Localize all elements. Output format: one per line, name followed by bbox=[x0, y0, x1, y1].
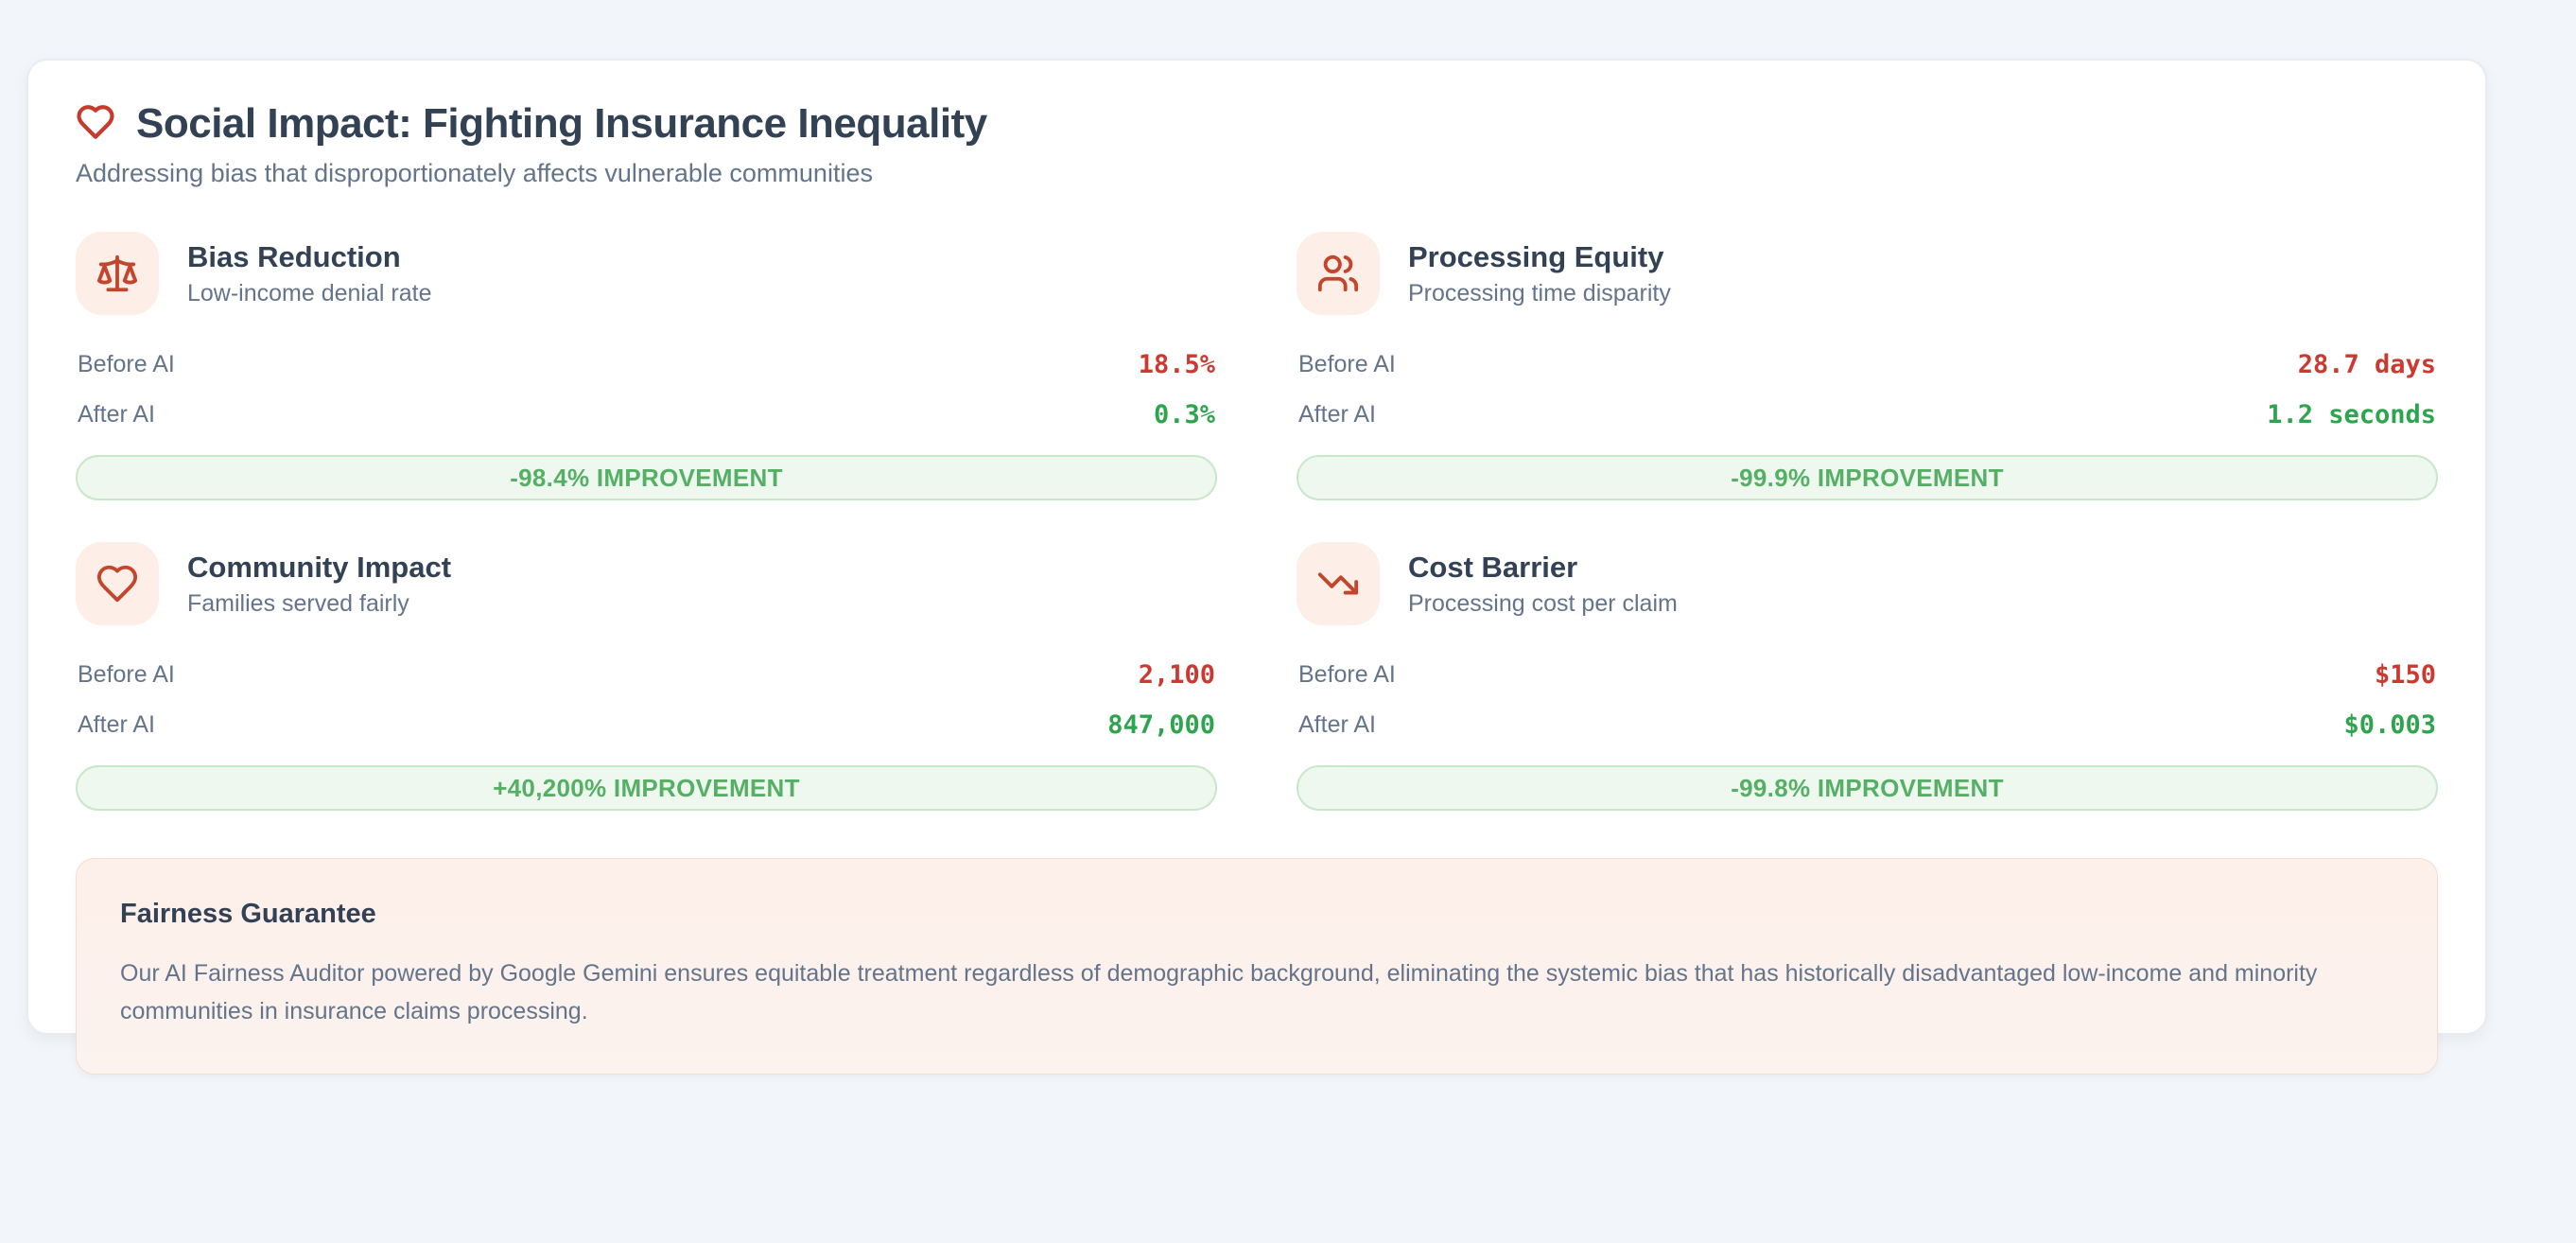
metric-card-community-impact: Community Impact Families served fairly … bbox=[76, 542, 1217, 811]
before-value: 28.7 days bbox=[2297, 350, 2436, 379]
after-row: After AI 0.3% bbox=[76, 390, 1217, 440]
before-value: 2,100 bbox=[1138, 660, 1215, 690]
before-label: Before AI bbox=[1298, 661, 1396, 688]
after-row: After AI 847,000 bbox=[76, 700, 1217, 750]
before-value: 18.5% bbox=[1138, 350, 1215, 379]
metric-subtitle: Families served fairly bbox=[187, 590, 409, 618]
after-label: After AI bbox=[78, 711, 155, 738]
metric-subtitle: Processing cost per claim bbox=[1408, 590, 1678, 618]
metric-titles: Processing Equity Processing time dispar… bbox=[1408, 239, 1671, 307]
metric-subtitle: Processing time disparity bbox=[1408, 280, 1671, 307]
before-row: Before AI 28.7 days bbox=[1297, 340, 2438, 390]
after-label: After AI bbox=[1298, 401, 1376, 428]
users-icon bbox=[1297, 232, 1380, 315]
page-subtitle: Addressing bias that disproportionately … bbox=[76, 159, 873, 187]
before-label: Before AI bbox=[78, 661, 175, 688]
fairness-guarantee-box: Fairness Guarantee Our AI Fairness Audit… bbox=[76, 858, 2438, 1075]
before-value: $150 bbox=[2374, 660, 2436, 690]
metric-title: Cost Barrier bbox=[1408, 550, 1578, 584]
page-header: Social Impact: Fighting Insurance Inequa… bbox=[76, 100, 2438, 148]
after-value: 847,000 bbox=[1107, 710, 1215, 740]
before-row: Before AI 18.5% bbox=[76, 340, 1217, 390]
before-label: Before AI bbox=[78, 351, 175, 377]
metric-titles: Cost Barrier Processing cost per claim bbox=[1408, 550, 1678, 618]
after-label: After AI bbox=[1298, 711, 1376, 738]
social-impact-panel: Social Impact: Fighting Insurance Inequa… bbox=[26, 59, 2487, 1075]
after-label: After AI bbox=[78, 401, 155, 428]
scale-icon bbox=[76, 232, 159, 315]
after-value: 0.3% bbox=[1153, 400, 1215, 429]
improvement-badge: -99.9% IMPROVEMENT bbox=[1297, 455, 2438, 500]
trending-down-icon bbox=[1297, 542, 1380, 625]
improvement-badge: -98.4% IMPROVEMENT bbox=[76, 455, 1217, 500]
after-value: $0.003 bbox=[2343, 710, 2436, 740]
fairness-title: Fairness Guarantee bbox=[120, 899, 376, 929]
metric-title: Processing Equity bbox=[1408, 239, 1664, 273]
metric-header: Cost Barrier Processing cost per claim bbox=[1297, 542, 2438, 625]
metric-title: Bias Reduction bbox=[187, 239, 401, 273]
after-row: After AI 1.2 seconds bbox=[1297, 390, 2438, 440]
metric-card-bias-reduction: Bias Reduction Low-income denial rate Be… bbox=[76, 232, 1217, 500]
metric-card-cost-barrier: Cost Barrier Processing cost per claim B… bbox=[1297, 542, 2438, 811]
metric-header: Bias Reduction Low-income denial rate bbox=[76, 232, 1217, 315]
metric-subtitle: Low-income denial rate bbox=[187, 280, 432, 307]
metric-title: Community Impact bbox=[187, 550, 452, 584]
improvement-badge: -99.8% IMPROVEMENT bbox=[1297, 765, 2438, 811]
metric-header: Community Impact Families served fairly bbox=[76, 542, 1217, 625]
after-row: After AI $0.003 bbox=[1297, 700, 2438, 750]
before-row: Before AI 2,100 bbox=[76, 650, 1217, 700]
before-label: Before AI bbox=[1298, 351, 1396, 377]
metrics-grid: Bias Reduction Low-income denial rate Be… bbox=[76, 232, 2438, 811]
before-row: Before AI $150 bbox=[1297, 650, 2438, 700]
metric-card-processing-equity: Processing Equity Processing time dispar… bbox=[1297, 232, 2438, 500]
metric-header: Processing Equity Processing time dispar… bbox=[1297, 232, 2438, 315]
fairness-body: Our AI Fairness Auditor powered by Googl… bbox=[120, 960, 2318, 1024]
after-value: 1.2 seconds bbox=[2267, 400, 2436, 429]
metric-titles: Bias Reduction Low-income denial rate bbox=[187, 239, 431, 307]
heart-icon bbox=[76, 542, 159, 625]
metric-titles: Community Impact Families served fairly bbox=[187, 550, 451, 618]
improvement-badge: +40,200% IMPROVEMENT bbox=[76, 765, 1217, 811]
heart-icon bbox=[76, 102, 115, 147]
page-title: Social Impact: Fighting Insurance Inequa… bbox=[136, 100, 987, 147]
